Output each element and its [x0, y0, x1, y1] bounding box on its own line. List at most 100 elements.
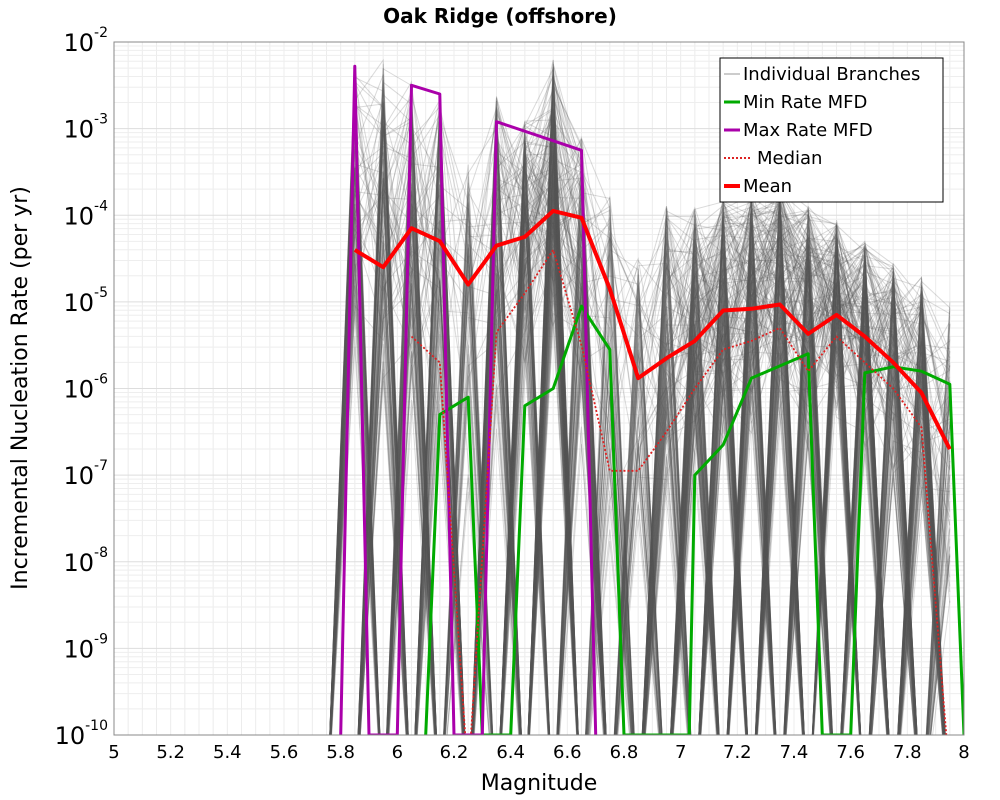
- y-tick-label: 10-4: [63, 198, 108, 230]
- branch-line: [330, 112, 951, 735]
- branch-line: [358, 170, 861, 735]
- branch-line: [329, 100, 951, 735]
- branch-line: [444, 181, 890, 735]
- branch-line: [471, 178, 889, 735]
- branch-line: [357, 66, 944, 735]
- branch-line: [329, 112, 946, 735]
- branch-line: [357, 124, 916, 735]
- branch-line: [329, 81, 946, 735]
- branch-line: [471, 115, 951, 735]
- branch-line: [330, 90, 945, 735]
- branch-line: [329, 74, 946, 735]
- branch-line: [358, 156, 918, 735]
- branch-line: [357, 83, 945, 735]
- branch-line: [358, 170, 946, 735]
- branch-line: [329, 196, 946, 735]
- branch-line: [357, 87, 918, 735]
- branch-line: [415, 120, 946, 735]
- branch-line: [500, 211, 951, 735]
- branch-line: [386, 119, 951, 735]
- branch-line: [388, 184, 946, 735]
- branch-line: [357, 102, 918, 735]
- branch-line: [473, 109, 946, 735]
- branch-line: [471, 156, 951, 735]
- branch-line: [414, 70, 951, 735]
- branch-line: [329, 107, 946, 735]
- branch-line: [358, 132, 888, 735]
- branch-line: [501, 200, 951, 735]
- branch-line: [330, 159, 946, 735]
- y-tick-label: 10-6: [63, 372, 108, 404]
- branch-line: [357, 84, 918, 735]
- branch-line: [329, 98, 861, 735]
- branch-line: [357, 95, 917, 735]
- branch-line: [329, 130, 946, 735]
- branch-line: [330, 88, 945, 735]
- branch-line: [358, 98, 945, 735]
- y-tick-label: 10-8: [63, 545, 108, 577]
- legend-label: Min Rate MFD: [743, 92, 867, 113]
- branch-line: [471, 150, 951, 735]
- branch-line: [443, 171, 951, 735]
- branch-line: [528, 230, 918, 735]
- branch-line: [527, 73, 951, 735]
- branch-line: [414, 153, 861, 735]
- branch-line: [358, 136, 861, 735]
- branch-line: [473, 82, 946, 735]
- branch-line: [329, 80, 890, 735]
- branch-line: [329, 126, 945, 735]
- branch-line: [329, 140, 944, 735]
- branch-line: [329, 104, 918, 735]
- branch-line: [357, 124, 951, 735]
- min-rate-mfd-line: [424, 304, 964, 735]
- branch-line: [471, 126, 889, 735]
- branch-line: [387, 192, 918, 735]
- branch-line: [329, 111, 945, 735]
- branch-line: [358, 150, 951, 735]
- branch-line: [499, 180, 951, 735]
- branch-line: [329, 76, 951, 735]
- branch-line: [358, 122, 944, 735]
- branch-line: [329, 163, 916, 735]
- branch-line: [358, 171, 951, 735]
- branch-line: [359, 84, 946, 735]
- branch-line: [329, 149, 946, 735]
- branch-line: [357, 100, 951, 735]
- branch-line: [386, 125, 950, 735]
- branch-line: [357, 74, 946, 735]
- branch-line: [388, 221, 951, 735]
- branch-line: [357, 104, 944, 735]
- branch-line: [386, 99, 890, 735]
- branch-line: [358, 158, 946, 735]
- branch-line: [357, 126, 951, 735]
- branch-line: [357, 107, 917, 735]
- branch-line: [529, 212, 946, 735]
- branch-line: [500, 242, 946, 735]
- branch-line: [329, 122, 946, 735]
- branch-line: [414, 207, 946, 735]
- y-tick-label: 10-10: [55, 718, 108, 750]
- branch-line: [329, 142, 944, 735]
- branch-line: [359, 116, 889, 735]
- branch-line: [414, 105, 951, 735]
- branch-line: [330, 159, 945, 735]
- branch-line: [527, 112, 918, 735]
- branch-line: [329, 122, 944, 735]
- x-tick-label: 8: [958, 742, 969, 763]
- branch-line: [471, 192, 946, 735]
- branch-line: [329, 79, 917, 735]
- branch-line: [414, 136, 890, 735]
- branch-line: [357, 63, 951, 735]
- branch-line: [330, 178, 946, 735]
- x-tick-label: 6.8: [610, 742, 639, 763]
- branch-line: [330, 152, 945, 735]
- branch-line: [415, 182, 917, 735]
- branch-line: [357, 99, 946, 735]
- x-tick-label: 5.2: [156, 742, 185, 763]
- branch-line: [500, 236, 951, 735]
- max-rate-mfd-line: [339, 64, 598, 735]
- branch-line: [329, 146, 951, 735]
- branch-line: [386, 128, 951, 735]
- branch-line: [386, 75, 888, 735]
- branch-line: [414, 118, 951, 735]
